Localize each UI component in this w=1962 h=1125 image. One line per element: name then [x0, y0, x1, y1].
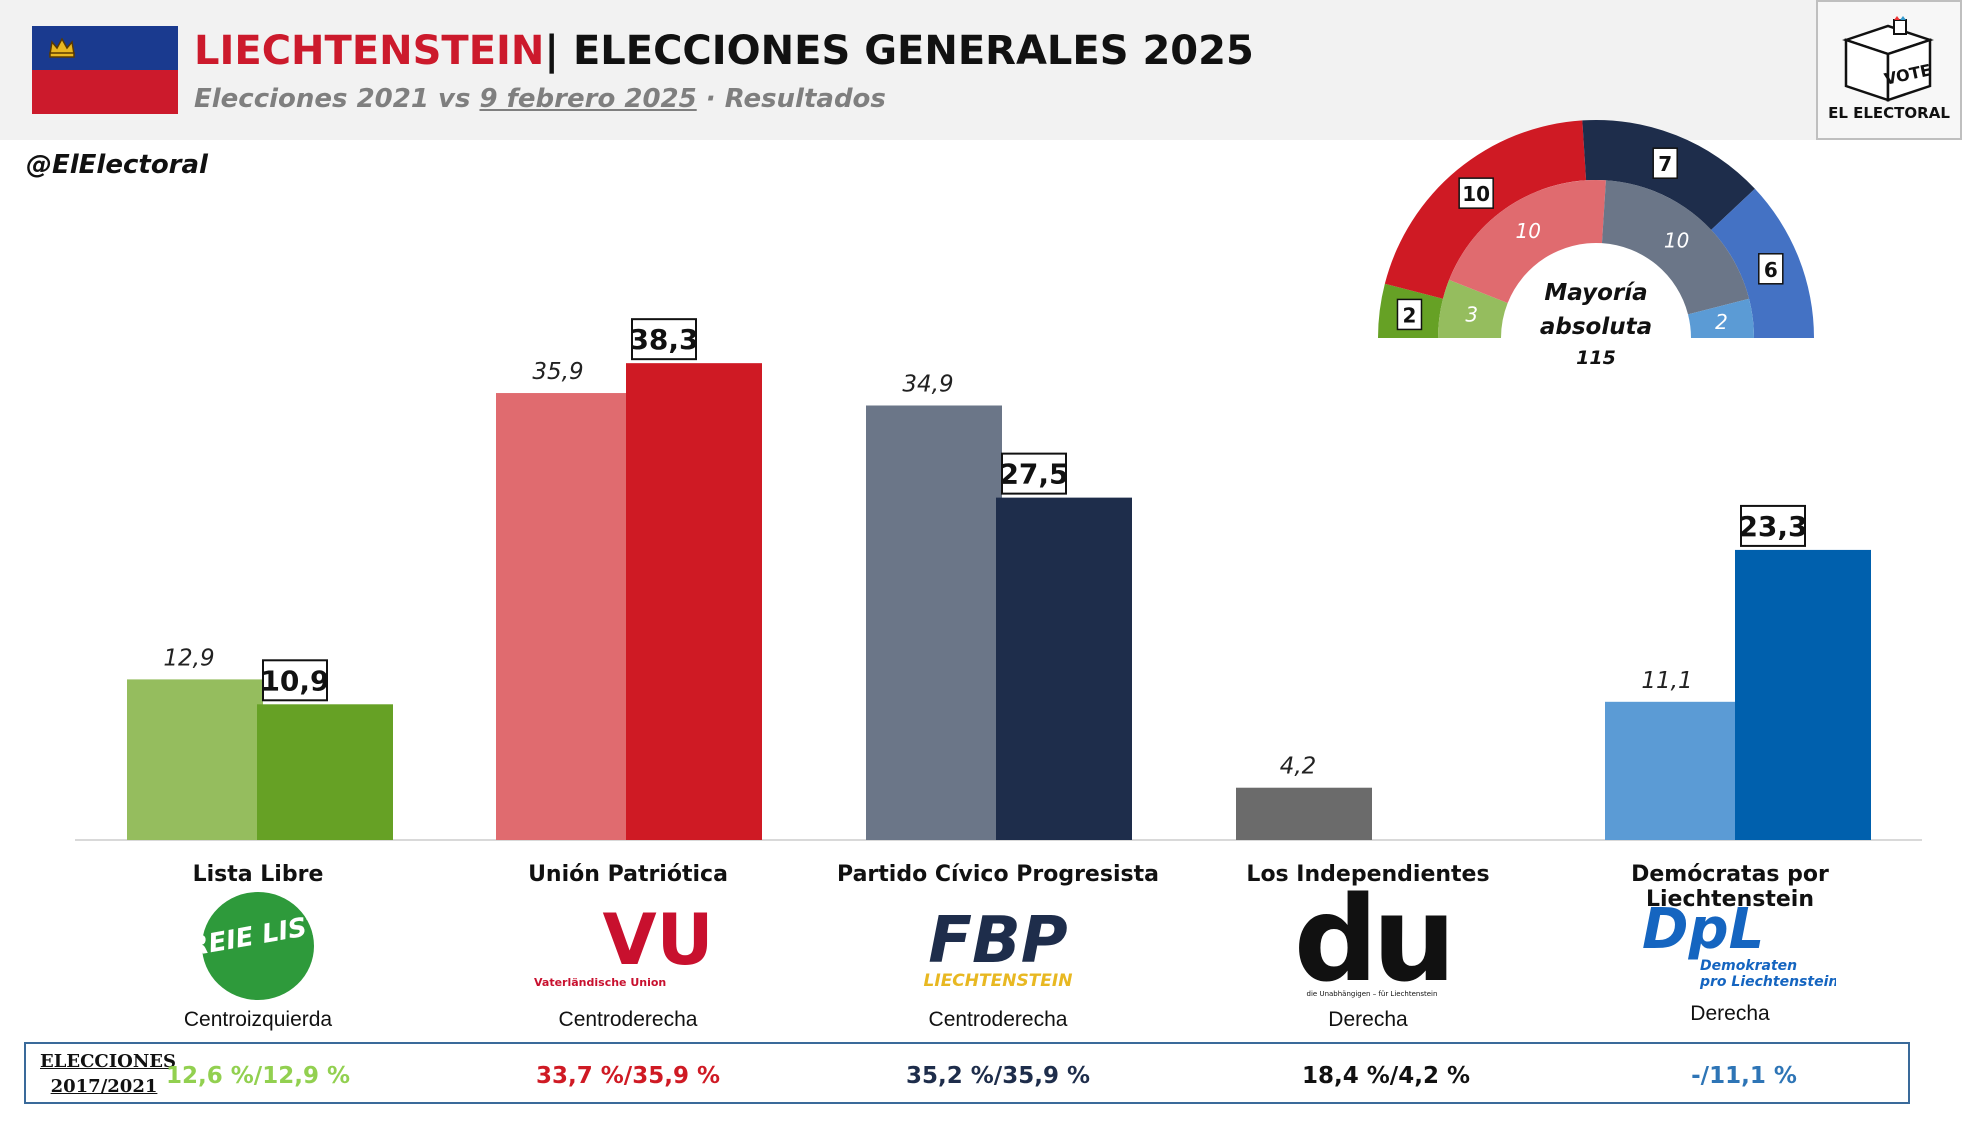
- bar-2021-vu: [496, 393, 632, 840]
- subtitle-suffix: · Resultados: [696, 84, 886, 114]
- bar-2021-fbp: [866, 405, 1002, 840]
- previous-result-du: 18,4 %/4,2 %: [1302, 1063, 1470, 1089]
- outer-label-3: 6: [1764, 258, 1778, 282]
- page-title: LIECHTENSTEIN| ELECCIONES GENERALES 2025: [194, 28, 1254, 74]
- label-2021-dpl: 11,1: [1641, 668, 1692, 694]
- inner-seg-2: [1601, 180, 1750, 315]
- fbp-logo: FBP LIECHTENSTEIN: [924, 904, 1073, 991]
- label-2021-vu: 35,9: [532, 359, 583, 385]
- previous-result-fl: 12,6 %/12,9 %: [166, 1063, 350, 1089]
- label-box-2025-fl: [262, 659, 328, 702]
- party-name-vu: Unión Patriótica: [528, 862, 728, 887]
- hemicycle-title-2: absoluta: [1540, 314, 1652, 340]
- previous-result-vu: 33,7 %/35,9 %: [536, 1063, 720, 1089]
- du-logo-sub: die Unabhängigen – für Liechtenstein: [1307, 990, 1438, 998]
- inner-seg-1: [1449, 180, 1606, 304]
- subtitle-date: 9 febrero 2025: [479, 84, 697, 114]
- outer-label-0: 2: [1403, 303, 1417, 327]
- page-subtitle: Elecciones 2021 vs 9 febrero 2025 · Resu…: [194, 84, 886, 114]
- dpl-logo-sub2: pro Liechtenstein: [1699, 974, 1836, 990]
- inner-seg-0: [1437, 279, 1508, 338]
- bar-2025-fbp: [996, 497, 1132, 840]
- label-box-2025-dpl: [1740, 504, 1806, 547]
- outer-label-box-2: [1652, 147, 1678, 179]
- bar-2021-fl: [127, 679, 263, 840]
- ideology-fbp: Centroderecha: [928, 1008, 1068, 1031]
- previous-result-dpl: -/11,1 %: [1691, 1063, 1797, 1089]
- outer-label-box-0: [1396, 298, 1423, 331]
- vu-logo: VU Vaterländische Union: [534, 899, 714, 989]
- label-2025-vu: 38,3: [629, 323, 698, 356]
- bar-2021-dpl: [1605, 701, 1741, 840]
- ballot-box-icon: VOTE: [1842, 16, 1934, 102]
- twitter-handle: @ElElectoral: [26, 150, 208, 180]
- vu-logo-text: VU: [602, 899, 713, 981]
- ideology-dpl: Derecha: [1690, 1002, 1770, 1025]
- label-2025-fbp: 27,5: [999, 458, 1068, 491]
- hemicycle-majority: 115: [1576, 347, 1616, 369]
- hemicycle-title-1: Mayoría: [1544, 280, 1647, 306]
- dpl-logo-sub1: Demokraten: [1700, 958, 1797, 974]
- label-box-2025-fbp: [1001, 452, 1067, 495]
- inner-seg-3: [1688, 298, 1754, 338]
- previous-elections-label-2: 2017/2021: [50, 1076, 158, 1097]
- label-2021-fbp: 34,9: [902, 371, 953, 397]
- bar-2021-du: [1236, 787, 1372, 840]
- header-band: [0, 0, 1962, 140]
- outer-label-2: 7: [1658, 152, 1672, 176]
- label-2025-fl: 10,9: [260, 664, 329, 697]
- freie-liste-logo: FREIE LISTE: [169, 892, 344, 1000]
- party-name-fbp: Partido Cívico Progresista: [837, 862, 1159, 887]
- dpl-logo-text: DpL: [1642, 897, 1764, 962]
- previous-elections-label: ELECCIONES 2017/2021: [40, 1049, 177, 1099]
- party-name-dpl: Demócratas por Liechtenstein: [1631, 862, 1829, 912]
- liechtenstein-flag: [32, 26, 178, 114]
- el-electoral-logo: VOTE EL ELECTORAL: [1816, 0, 1962, 140]
- bar-2025-dpl: [1735, 549, 1871, 840]
- ideology-du: Derecha: [1328, 1008, 1408, 1031]
- label-2021-fl: 12,9: [163, 645, 214, 671]
- outer-label-box-1: [1458, 177, 1494, 209]
- outer-label-1: 10: [1462, 182, 1490, 206]
- title-rest: ELECCIONES GENERALES 2025: [572, 28, 1254, 74]
- logo-name: EL ELECTORAL: [1828, 104, 1950, 122]
- inner-label-1: 10: [1515, 219, 1540, 243]
- dpl-logo: DpL Demokraten pro Liechtenstein: [1642, 897, 1836, 990]
- vu-logo-sub: Vaterländische Union: [534, 976, 666, 989]
- ideology-vu: Centroderecha: [558, 1008, 698, 1031]
- inner-label-0: 3: [1465, 302, 1478, 326]
- party-name-fl: Lista Libre: [192, 862, 324, 887]
- crown-icon: [49, 37, 75, 58]
- fbp-logo-text: FBP: [928, 904, 1068, 978]
- bar-2025-fl: [257, 704, 393, 840]
- fbp-logo-sub: LIECHTENSTEIN: [924, 971, 1073, 991]
- outer-seg-1: [1384, 120, 1587, 299]
- title-separator: |: [544, 28, 559, 74]
- ideology-fl: Centroizquierda: [183, 1008, 333, 1031]
- inner-label-3: 2: [1715, 310, 1728, 334]
- outer-label-box-3: [1758, 253, 1784, 285]
- label-box-2025-vu: [631, 318, 697, 361]
- bar-2025-vu: [626, 363, 762, 840]
- title-country: LIECHTENSTEIN: [194, 28, 545, 74]
- previous-result-fbp: 35,2 %/35,9 %: [906, 1063, 1090, 1089]
- subtitle-prefix: Elecciones 2021 vs: [194, 84, 480, 114]
- inner-label-2: 10: [1664, 229, 1689, 253]
- party-name-du: Los Independientes: [1246, 862, 1490, 887]
- previous-elections-label-1: ELECCIONES: [40, 1051, 177, 1072]
- label-2021-du: 4,2: [1280, 754, 1317, 780]
- du-logo: du die Unabhängigen – für Liechtenstein: [1294, 888, 1456, 1000]
- du-logo-text: du: [1294, 888, 1450, 1000]
- previous-elections-box: ELECCIONES 2017/2021: [24, 1042, 1910, 1104]
- label-2025-dpl: 23,3: [1738, 510, 1807, 543]
